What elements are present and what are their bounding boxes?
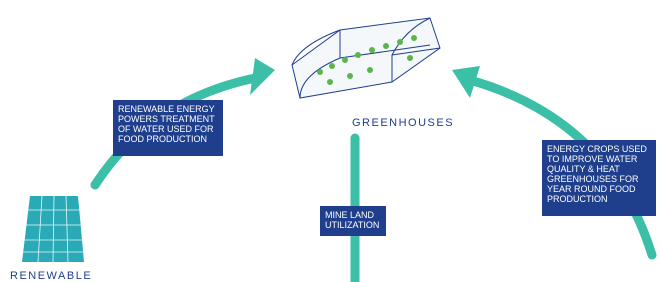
- label-box: MINE LAND UTILIZATION: [320, 206, 386, 236]
- label-box: RENEWABLE ENERGY POWERS TREATMENT OF WAT…: [113, 100, 223, 156]
- greenhouse-icon: [292, 18, 440, 98]
- greenhouses-label: GREENHOUSES: [352, 117, 454, 129]
- solar-panel-icon: [22, 196, 84, 262]
- arrowhead-left: [250, 58, 275, 95]
- label-box: ENERGY CROPS USED TO IMPROVE WATER QUALI…: [542, 140, 656, 216]
- renewable-label: RENEWABLE: [10, 270, 92, 282]
- diagram: GREENHOUSES RENEWABLE ENERGY POWERS TREA…: [0, 0, 660, 282]
